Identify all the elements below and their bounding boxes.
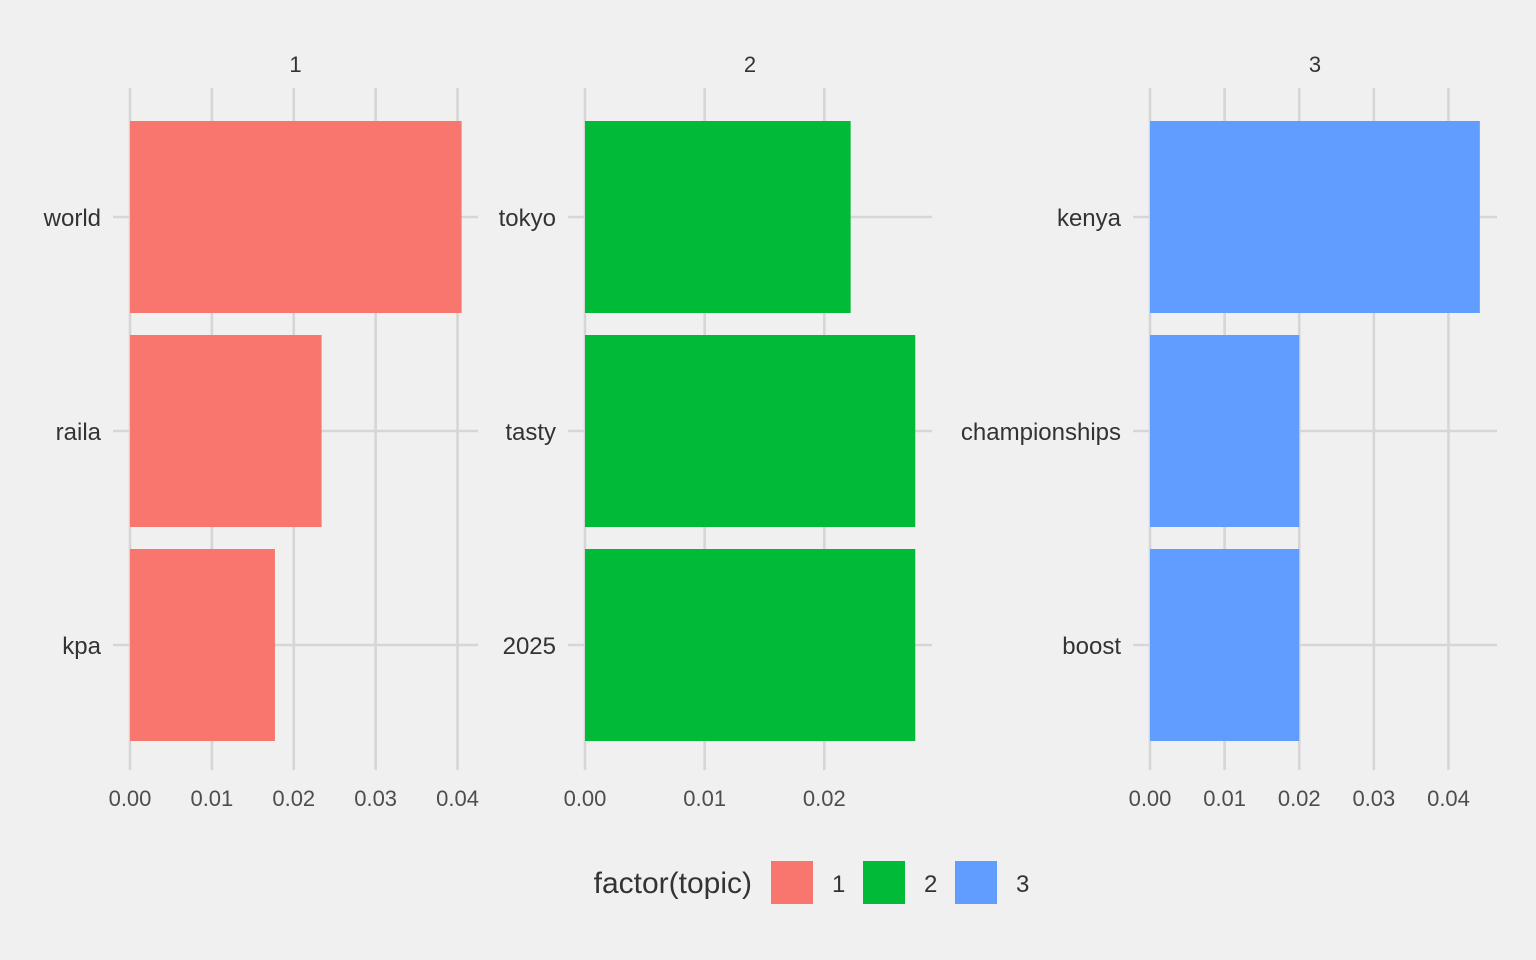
facet-panel-1: 1 world raila kpa 0.00 0.01 0.02 0.03 0.04: [43, 52, 479, 811]
legend-item-3: 3: [955, 861, 1029, 904]
facet-strip-label: 1: [289, 52, 301, 77]
legend-title: factor(topic): [594, 867, 752, 900]
bar-championships: [1150, 335, 1300, 527]
y-tick-label: championships: [961, 419, 1121, 446]
facet-strip-label: 3: [1309, 52, 1321, 77]
legend-item-1: 1: [771, 861, 845, 904]
legend-label: 3: [1016, 871, 1029, 898]
bar-tokyo: [585, 121, 851, 313]
y-tick-label: kenya: [1057, 205, 1122, 232]
legend-label: 2: [924, 871, 937, 898]
y-tick-label: world: [43, 205, 101, 232]
x-tick-label: 0.01: [190, 786, 233, 811]
legend-item-2: 2: [863, 861, 937, 904]
x-tick-label: 0.04: [436, 786, 479, 811]
y-tick-label: raila: [56, 419, 102, 446]
x-tick-label: 0.00: [1129, 786, 1172, 811]
legend-label: 1: [832, 871, 845, 898]
y-tick-label: tasty: [505, 419, 556, 446]
facet-panels: 1 world raila kpa 0.00 0.01 0.02 0.03 0.04 2 tokyo…: [43, 52, 1497, 811]
legend-key: [863, 861, 905, 904]
legend: factor(topic) 1 2 3: [594, 861, 1029, 904]
legend-items: 1 2 3: [771, 861, 1029, 904]
bar-kenya: [1150, 121, 1480, 313]
y-tick-label: kpa: [62, 633, 101, 660]
x-tick-label: 0.02: [803, 786, 846, 811]
legend-key: [955, 861, 997, 904]
facet-strip-label: 2: [744, 52, 756, 77]
x-tick-label: 0.02: [272, 786, 315, 811]
bar-boost: [1150, 549, 1300, 741]
x-tick-label: 0.01: [1203, 786, 1246, 811]
bar-raila: [130, 335, 322, 527]
y-tick-label: 2025: [503, 633, 556, 660]
y-tick-label: boost: [1062, 633, 1121, 660]
x-tick-label: 0.03: [1352, 786, 1395, 811]
legend-key: [771, 861, 813, 904]
x-tick-label: 0.00: [109, 786, 152, 811]
x-tick-label: 0.03: [354, 786, 397, 811]
y-tick-label: tokyo: [499, 205, 556, 232]
bar-kpa: [130, 549, 275, 741]
facet-panel-3: 3 kenya championships boost 0.00 0.01 0.02 0.03…: [961, 52, 1497, 811]
bar-2025: [585, 549, 916, 741]
x-tick-label: 0.01: [683, 786, 726, 811]
x-tick-label: 0.02: [1278, 786, 1321, 811]
facet-panel-2: 2 tokyo tasty 2025 0.00 0.01 0.02: [499, 52, 932, 811]
bar-world: [130, 121, 462, 313]
x-tick-label: 0.04: [1427, 786, 1470, 811]
bar-tasty: [585, 335, 916, 527]
x-tick-label: 0.00: [564, 786, 607, 811]
